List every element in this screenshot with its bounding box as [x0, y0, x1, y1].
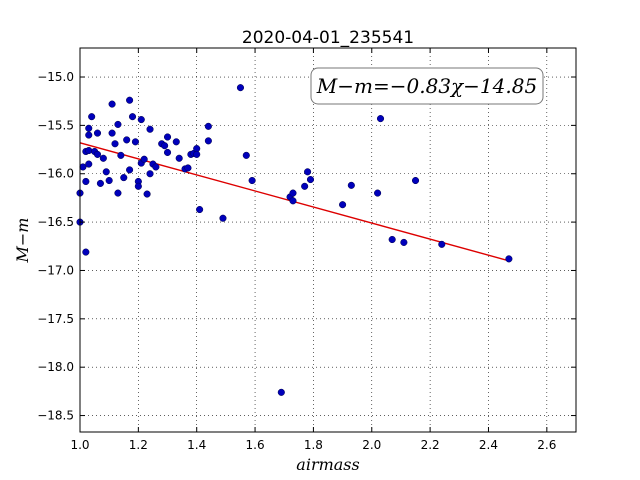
x-tick-label: 1.8 — [304, 438, 323, 452]
data-point — [146, 170, 154, 178]
data-point — [289, 189, 297, 197]
data-point — [242, 151, 250, 159]
data-point — [82, 177, 90, 186]
y-axis-label: M−m — [13, 218, 32, 264]
data-point — [277, 388, 285, 396]
data-point — [123, 136, 131, 144]
data-point — [85, 124, 93, 132]
data-point — [301, 182, 309, 190]
x-tick-label: 2.2 — [421, 438, 440, 452]
x-tick-label: 1.0 — [70, 438, 89, 452]
data-point — [219, 214, 227, 222]
chart-title: 2020-04-01_235541 — [242, 28, 414, 48]
data-point — [304, 168, 312, 176]
data-point — [128, 113, 137, 121]
data-point — [339, 201, 347, 209]
data-point — [117, 151, 125, 159]
data-point — [152, 163, 160, 171]
x-tick-label: 2.4 — [479, 438, 498, 452]
data-point — [146, 125, 154, 133]
x-tick-label: 1.4 — [187, 438, 206, 452]
plot-frame — [79, 47, 577, 433]
data-point — [143, 190, 151, 198]
data-point — [126, 166, 134, 174]
y-tick-label: −17.5 — [37, 312, 74, 326]
data-point — [120, 174, 128, 182]
x-tick-label: 2.6 — [537, 438, 556, 452]
data-point — [131, 138, 139, 146]
y-tick-label: −16.0 — [37, 167, 74, 181]
grid-lines — [79, 48, 576, 432]
x-tick-labels: 1.0 1.2 1.4 1.6 1.8 2.0 2.2 2.4 2.6 — [70, 438, 556, 452]
data-point — [374, 189, 382, 197]
x-tick-label: 2.0 — [362, 438, 381, 452]
data-point — [102, 168, 110, 176]
y-tick-label: −18.5 — [37, 409, 74, 423]
data-point — [85, 146, 93, 155]
data-point — [438, 240, 446, 248]
data-point — [137, 116, 145, 124]
data-point — [184, 164, 192, 172]
x-tick-label: 1.6 — [246, 438, 265, 452]
y-tick-label: −18.0 — [37, 360, 74, 374]
data-point — [204, 137, 212, 145]
x-tick-label: 1.2 — [129, 438, 148, 452]
data-point — [88, 113, 96, 121]
data-point — [400, 238, 408, 246]
data-point — [79, 163, 87, 171]
axis-ticks — [79, 48, 576, 432]
data-point — [236, 84, 245, 92]
data-point — [289, 197, 297, 205]
data-point — [161, 142, 169, 150]
data-point — [126, 96, 134, 104]
y-tick-label: −15.5 — [37, 118, 74, 132]
data-point — [505, 255, 513, 263]
data-point — [82, 248, 90, 256]
y-tick-label: −17.0 — [37, 263, 74, 277]
data-point — [96, 179, 104, 187]
data-point — [376, 115, 385, 123]
data-point — [105, 176, 113, 185]
data-point — [134, 182, 142, 190]
data-point — [93, 129, 102, 137]
data-point — [163, 133, 172, 141]
data-point — [99, 154, 107, 162]
data-point — [196, 205, 204, 214]
fit-equation-text: M−m=−0.83χ−14.85 — [316, 74, 537, 98]
data-point — [411, 176, 420, 185]
data-point — [108, 100, 116, 108]
data-point — [175, 154, 183, 162]
plot-area — [80, 48, 576, 432]
data-point — [114, 120, 122, 128]
x-axis-label: airmass — [296, 455, 359, 474]
data-point — [193, 150, 201, 158]
data-points — [76, 84, 513, 396]
data-point — [172, 138, 180, 146]
y-tick-label: −15.0 — [37, 70, 74, 84]
data-point — [248, 176, 256, 185]
fit-equation-frame — [310, 67, 544, 105]
data-point — [114, 189, 122, 197]
data-point — [85, 131, 93, 139]
y-tick-label: −16.5 — [37, 215, 74, 229]
data-point — [108, 129, 116, 137]
data-point — [140, 155, 148, 163]
data-point — [93, 150, 102, 158]
fit-equation-box: M−m=−0.83χ−14.85 — [310, 67, 544, 105]
data-point — [388, 235, 396, 244]
y-tick-labels: −15.0 −15.5 −16.0 −16.5 −17.0 −17.5 −18.0 −18.5 — [37, 70, 74, 423]
data-point — [204, 122, 212, 130]
data-point — [163, 148, 172, 157]
data-point — [306, 175, 315, 184]
data-point — [85, 160, 93, 168]
data-point — [111, 140, 119, 148]
data-point — [347, 181, 355, 189]
